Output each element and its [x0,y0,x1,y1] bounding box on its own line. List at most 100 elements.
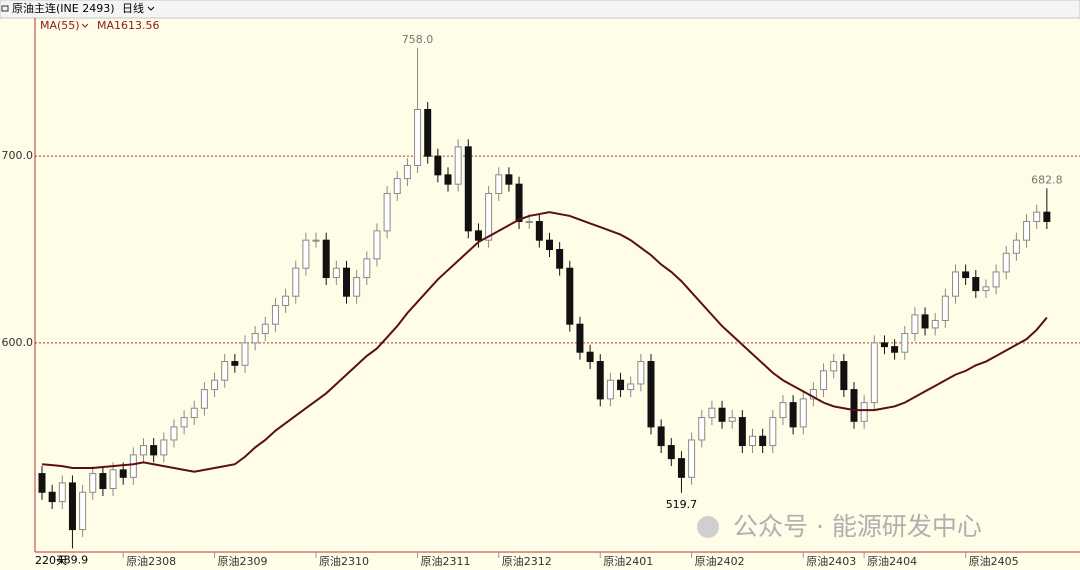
candle-body [129,454,137,478]
candle-body [332,267,340,279]
candle-body [180,417,188,428]
candle-body [860,402,868,422]
candle-body [921,314,929,329]
candle-body [68,482,76,531]
candle-body [738,417,746,447]
candle-body [759,435,767,447]
candle-body [891,346,899,353]
candle-body [1002,252,1010,273]
extreme-label: 682.8 [1031,173,1063,186]
candle-body [566,267,574,325]
candle-body [150,445,158,456]
symbol: 原油主连(INE 2493) [12,1,115,15]
candle-body [789,402,797,428]
x-tick-label: 原油2401 [603,554,653,568]
x-tick-label: 原油2402 [695,554,745,568]
x-tick-label: 原油2312 [502,554,552,568]
candle-body [444,174,452,185]
candle-body [474,230,482,241]
candle-body [992,271,1000,288]
y-tick-label: 700.0 [2,149,34,162]
candle-body [840,361,848,391]
candle-body [271,305,279,325]
candle-body [596,361,604,400]
candle-body [850,389,858,422]
period[interactable]: 日线 [122,1,144,15]
x-tick-label: 原油2309 [218,554,268,568]
candle-body [809,389,817,400]
candle-body [251,333,259,344]
watermark: 公众号 · 能源研发中心 [733,512,982,541]
candle-body [261,323,269,335]
span-label: 220天 [35,554,67,567]
candle-body [546,239,553,251]
candle-body [525,221,533,224]
candle-body [58,482,66,503]
x-tick-label: 原油2310 [319,554,369,568]
candle-body [688,439,696,478]
candle-body [586,351,594,363]
candle-body [363,258,371,279]
candle-body [556,249,564,269]
candle-body [708,407,716,419]
candle-body [79,491,87,531]
candle-body [657,426,665,447]
candle-body [48,491,56,503]
candle-body [647,361,655,428]
candle-body [698,417,706,441]
candle-body [231,361,239,366]
candle-body [830,361,838,372]
candle-body [464,146,472,232]
period-chevron[interactable] [147,6,155,11]
candle-body [667,445,675,460]
candle-body [637,361,645,385]
candle-body [241,342,249,366]
candle-body [414,108,422,167]
candle-body [769,417,777,447]
x-tick-label: 原油2404 [867,554,917,568]
candle-body [880,342,888,348]
candle-body [119,469,127,478]
candle-body [718,407,726,422]
extreme-label: 489.9 [57,553,89,566]
candle-body [485,193,493,241]
candle-body [982,286,990,292]
candle-body [403,165,411,180]
candle-body [160,439,168,456]
candle-body [617,379,625,391]
candle-body [515,183,523,223]
ma-title: MA(55) [40,19,80,32]
candle-body [820,370,828,391]
candle-body [292,267,300,297]
candle-body [728,417,736,422]
x-tick-label: 原油2308 [126,554,176,568]
candle-body [282,295,290,307]
header-icon [1,5,9,12]
candle-body [190,407,198,419]
candle-body [109,469,117,490]
candle-body [140,445,147,456]
candle-body [911,314,919,335]
ma-chevron[interactable] [81,23,89,28]
candle-body [89,473,97,493]
candle-body [353,277,361,297]
header-bar [0,0,1080,19]
extreme-label: 758.0 [402,33,434,46]
candle-body [322,239,330,279]
candle-body [312,239,320,242]
candle-body [779,402,787,419]
candle-body [1023,221,1031,241]
candle-body [606,379,614,400]
candle-body [495,174,503,195]
watermark-icon [697,516,719,538]
candle-body [343,267,350,297]
candle-body [200,389,208,409]
candle-body [393,178,401,195]
candle-body [99,473,107,490]
candle-body [627,383,635,391]
ma-last-value: 613.56 [121,19,160,32]
candle-body [1043,211,1051,223]
candle-body [38,473,46,493]
candle-body [424,108,432,157]
